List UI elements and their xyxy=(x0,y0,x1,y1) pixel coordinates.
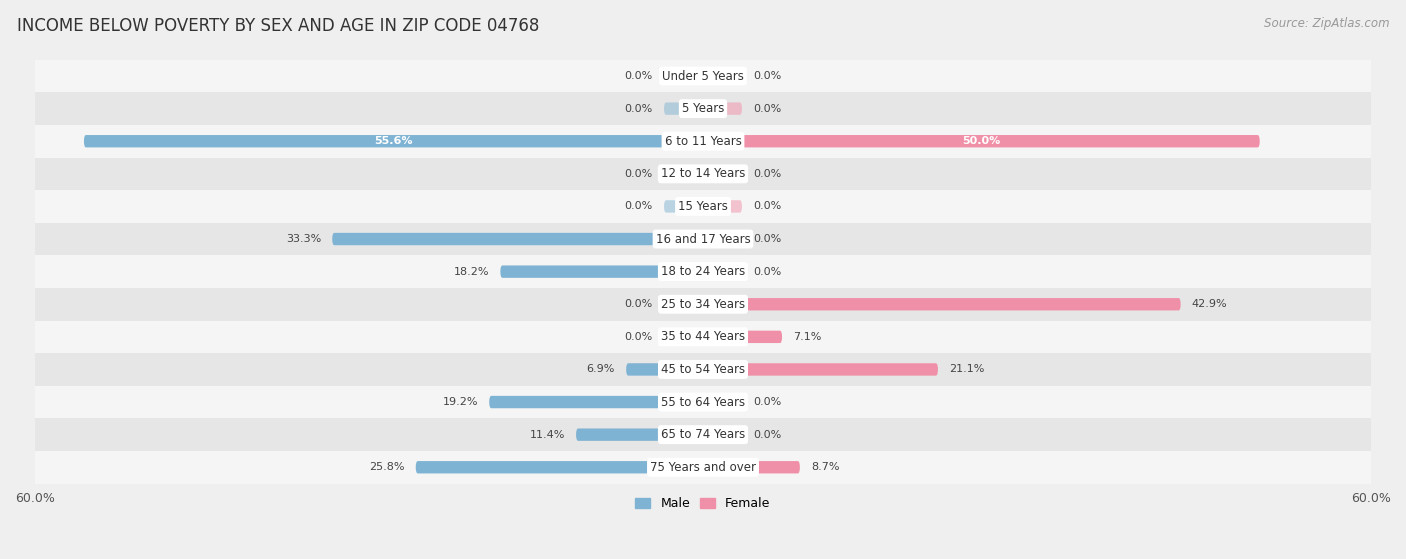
Text: 0.0%: 0.0% xyxy=(624,103,652,113)
Text: 18.2%: 18.2% xyxy=(454,267,489,277)
Text: 0.0%: 0.0% xyxy=(624,169,652,179)
Text: Source: ZipAtlas.com: Source: ZipAtlas.com xyxy=(1264,17,1389,30)
FancyBboxPatch shape xyxy=(703,428,742,441)
FancyBboxPatch shape xyxy=(703,363,938,376)
Bar xyxy=(35,451,1371,484)
FancyBboxPatch shape xyxy=(703,168,742,180)
Text: 6 to 11 Years: 6 to 11 Years xyxy=(665,135,741,148)
FancyBboxPatch shape xyxy=(664,102,703,115)
FancyBboxPatch shape xyxy=(332,233,703,245)
Text: 0.0%: 0.0% xyxy=(624,201,652,211)
FancyBboxPatch shape xyxy=(664,298,703,310)
FancyBboxPatch shape xyxy=(703,396,742,408)
FancyBboxPatch shape xyxy=(703,461,800,473)
Bar xyxy=(35,320,1371,353)
Text: 42.9%: 42.9% xyxy=(1192,299,1227,309)
Text: 11.4%: 11.4% xyxy=(530,430,565,440)
Text: 35 to 44 Years: 35 to 44 Years xyxy=(661,330,745,343)
FancyBboxPatch shape xyxy=(576,428,703,441)
FancyBboxPatch shape xyxy=(626,363,703,376)
Text: 0.0%: 0.0% xyxy=(754,71,782,81)
Text: 55.6%: 55.6% xyxy=(374,136,413,146)
Text: 18 to 24 Years: 18 to 24 Years xyxy=(661,265,745,278)
Text: 7.1%: 7.1% xyxy=(793,332,821,342)
Text: 0.0%: 0.0% xyxy=(754,267,782,277)
Text: 0.0%: 0.0% xyxy=(754,397,782,407)
Text: 25 to 34 Years: 25 to 34 Years xyxy=(661,298,745,311)
Text: 19.2%: 19.2% xyxy=(443,397,478,407)
FancyBboxPatch shape xyxy=(703,135,1260,148)
Bar xyxy=(35,222,1371,255)
FancyBboxPatch shape xyxy=(703,102,742,115)
FancyBboxPatch shape xyxy=(664,168,703,180)
Bar xyxy=(35,92,1371,125)
Text: 8.7%: 8.7% xyxy=(811,462,839,472)
Legend: Male, Female: Male, Female xyxy=(630,492,776,515)
Text: 21.1%: 21.1% xyxy=(949,364,984,375)
Text: 45 to 54 Years: 45 to 54 Years xyxy=(661,363,745,376)
Text: 0.0%: 0.0% xyxy=(754,103,782,113)
Text: 0.0%: 0.0% xyxy=(754,169,782,179)
Text: 33.3%: 33.3% xyxy=(285,234,321,244)
Bar xyxy=(35,190,1371,222)
Bar xyxy=(35,255,1371,288)
Text: 25.8%: 25.8% xyxy=(370,462,405,472)
Text: 6.9%: 6.9% xyxy=(586,364,614,375)
Text: 0.0%: 0.0% xyxy=(624,332,652,342)
Text: 55 to 64 Years: 55 to 64 Years xyxy=(661,396,745,409)
FancyBboxPatch shape xyxy=(416,461,703,473)
FancyBboxPatch shape xyxy=(664,200,703,212)
Bar xyxy=(35,418,1371,451)
FancyBboxPatch shape xyxy=(664,331,703,343)
Text: 5 Years: 5 Years xyxy=(682,102,724,115)
Text: INCOME BELOW POVERTY BY SEX AND AGE IN ZIP CODE 04768: INCOME BELOW POVERTY BY SEX AND AGE IN Z… xyxy=(17,17,540,35)
Text: 16 and 17 Years: 16 and 17 Years xyxy=(655,233,751,245)
Bar xyxy=(35,158,1371,190)
Bar xyxy=(35,353,1371,386)
Text: 15 Years: 15 Years xyxy=(678,200,728,213)
Bar xyxy=(35,288,1371,320)
Text: 0.0%: 0.0% xyxy=(754,201,782,211)
Text: 0.0%: 0.0% xyxy=(624,71,652,81)
FancyBboxPatch shape xyxy=(703,266,742,278)
FancyBboxPatch shape xyxy=(703,233,742,245)
FancyBboxPatch shape xyxy=(703,200,742,212)
Text: 12 to 14 Years: 12 to 14 Years xyxy=(661,167,745,181)
Text: 0.0%: 0.0% xyxy=(624,299,652,309)
Bar xyxy=(35,386,1371,418)
FancyBboxPatch shape xyxy=(703,70,742,82)
Text: 50.0%: 50.0% xyxy=(962,136,1001,146)
FancyBboxPatch shape xyxy=(489,396,703,408)
Bar xyxy=(35,125,1371,158)
FancyBboxPatch shape xyxy=(703,298,1181,310)
Text: Under 5 Years: Under 5 Years xyxy=(662,69,744,83)
Text: 0.0%: 0.0% xyxy=(754,430,782,440)
Bar xyxy=(35,60,1371,92)
FancyBboxPatch shape xyxy=(664,70,703,82)
FancyBboxPatch shape xyxy=(501,266,703,278)
Text: 0.0%: 0.0% xyxy=(754,234,782,244)
FancyBboxPatch shape xyxy=(703,331,782,343)
FancyBboxPatch shape xyxy=(84,135,703,148)
Text: 75 Years and over: 75 Years and over xyxy=(650,461,756,474)
Text: 65 to 74 Years: 65 to 74 Years xyxy=(661,428,745,441)
